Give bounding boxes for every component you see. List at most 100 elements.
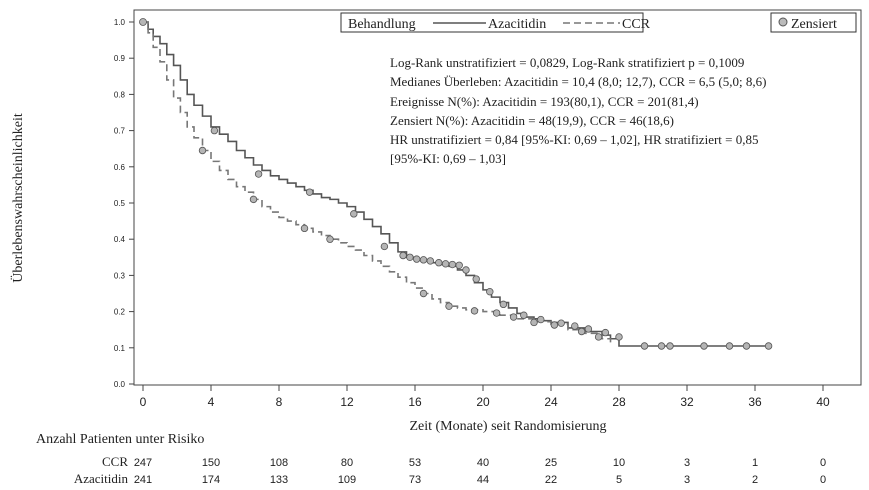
annotation-line-5: HR unstratifiziert = 0,84 [95%-KI: 0,69 …	[390, 132, 758, 147]
censor-mark-ccr	[492, 309, 501, 317]
x-tick-label: 0	[140, 395, 147, 409]
risk-cell: 73	[409, 474, 421, 486]
risk-cell: 80	[341, 457, 353, 469]
legend-censored-box	[770, 12, 857, 33]
censor-mark-azacitidin	[640, 342, 649, 350]
censor-mark-ccr	[326, 235, 334, 243]
censor-mark-azacitidin	[350, 210, 358, 218]
censor-mark-azacitidin	[571, 322, 579, 330]
censor-mark-ccr	[300, 224, 309, 233]
censor-mark-azacitidin	[472, 275, 480, 283]
risk-row-label: Azacitidin	[74, 471, 129, 486]
censor-mark-ccr	[550, 321, 559, 329]
legend-azacitidin-label: Azacitidin	[488, 17, 546, 32]
censor-mark-azacitidin	[666, 342, 674, 350]
x-tick-label: 40	[816, 395, 830, 409]
censor-mark-azacitidin	[210, 126, 219, 135]
censor-mark-azacitidin	[657, 342, 666, 350]
y-tick-label: 0.6	[114, 163, 126, 172]
annotation-line-3: Ereignisse N(%): Azacitidin = 193(80,1),…	[390, 94, 699, 109]
risk-cell: 40	[477, 457, 489, 469]
y-axis: 0.0 0.1 0.2 0.3 0.4 0.5 0.6 0.7 0.8 0.9 1.0	[114, 18, 134, 389]
risk-cell: 109	[338, 474, 356, 486]
risk-cell: 2	[752, 474, 758, 486]
legend-censored-icon	[778, 17, 788, 27]
stats-annotation: Log-Rank unstratifiziert = 0,0829, Log-R…	[390, 55, 766, 166]
series-line-azacitidin	[143, 21, 772, 347]
y-tick-label: 0.7	[114, 127, 126, 136]
censor-mark-azacitidin	[305, 188, 314, 196]
y-tick-label: 0.8	[114, 90, 126, 99]
series-layer	[143, 21, 772, 347]
x-tick-label: 28	[612, 395, 626, 409]
x-tick-label: 32	[680, 395, 694, 409]
censor-mark-ccr	[509, 313, 518, 321]
y-tick-label: 0.3	[114, 271, 126, 280]
censor-mark-ccr	[419, 289, 428, 298]
y-tick-label: 0.1	[114, 344, 126, 353]
censor-mark-azacitidin	[406, 253, 414, 261]
start-point	[139, 18, 147, 26]
risk-cell: 0	[820, 474, 826, 486]
y-tick-label: 0.5	[114, 199, 126, 208]
risk-cell: 247	[134, 457, 152, 469]
legend-ccr-label: CCR	[622, 17, 651, 32]
censor-mark-azacitidin	[435, 259, 443, 267]
censor-mark-ccr	[198, 146, 207, 155]
censor-mark-azacitidin	[486, 287, 494, 296]
risk-cell: 44	[477, 474, 489, 486]
risk-cell: 25	[545, 457, 557, 469]
risk-cell: 133	[270, 474, 288, 486]
risk-cell: 3	[684, 474, 690, 486]
censor-mark-azacitidin	[700, 342, 708, 350]
risk-table-title: Anzahl Patienten unter Risiko	[36, 432, 204, 447]
risk-cell: 150	[202, 457, 220, 469]
annotation-line-4: Zensiert N(%): Azacitidin = 48(19,9), CC…	[390, 113, 674, 128]
censor-mark-azacitidin	[419, 256, 428, 264]
x-tick-label: 16	[408, 395, 422, 409]
x-tick-label: 36	[748, 395, 762, 409]
censor-mark-ccr	[445, 302, 453, 310]
censor-mark-ccr	[249, 195, 258, 204]
y-axis-label: Überlebenswahrscheinlichkeit	[9, 113, 26, 283]
y-tick-label: 0.9	[114, 54, 126, 63]
censor-mark-azacitidin	[537, 315, 545, 324]
y-tick-label: 0.2	[114, 308, 126, 317]
x-tick-label: 4	[208, 395, 215, 409]
censor-mark-azacitidin	[380, 242, 389, 251]
censor-mark-azacitidin	[601, 328, 610, 337]
risk-cell: 5	[616, 474, 622, 486]
legend-title: Behandlung	[348, 17, 416, 32]
y-tick-label: 0.4	[114, 235, 126, 244]
censor-marks	[139, 18, 773, 350]
risk-cell: 53	[409, 457, 421, 469]
censor-mark-ccr	[530, 318, 538, 327]
annotation-line-6: [95%-KI: 0,69 – 1,03]	[390, 151, 506, 166]
censor-mark-azacitidin	[441, 260, 450, 268]
censor-mark-azacitidin	[448, 260, 457, 269]
censor-mark-ccr	[594, 333, 603, 341]
legend-box	[340, 12, 644, 33]
risk-cell: 1	[752, 457, 758, 469]
censor-mark-azacitidin	[455, 261, 463, 269]
series-line-ccr	[143, 21, 612, 343]
censor-mark-azacitidin	[399, 251, 407, 260]
x-tick-label: 24	[544, 395, 558, 409]
risk-cell: 241	[134, 474, 152, 486]
risk-cell: 22	[545, 474, 557, 486]
censor-mark-azacitidin	[725, 342, 734, 350]
y-tick-label: 1.0	[114, 18, 126, 27]
annotation-line-2: Medianes Überleben: Azacitidin = 10,4 (8…	[390, 74, 766, 89]
censor-mark-ccr	[577, 327, 586, 336]
censor-mark-azacitidin	[615, 333, 623, 341]
censor-mark-azacitidin	[499, 300, 508, 309]
x-axis: 0 4 8 12 16 20 24 28 32 36 40	[140, 385, 830, 409]
censor-mark-azacitidin	[254, 170, 263, 178]
censor-mark-azacitidin	[584, 325, 593, 333]
censor-mark-azacitidin	[462, 266, 470, 274]
censor-mark-azacitidin	[742, 342, 751, 350]
y-tick-label: 0.0	[114, 380, 126, 389]
censor-mark-azacitidin	[764, 342, 773, 350]
